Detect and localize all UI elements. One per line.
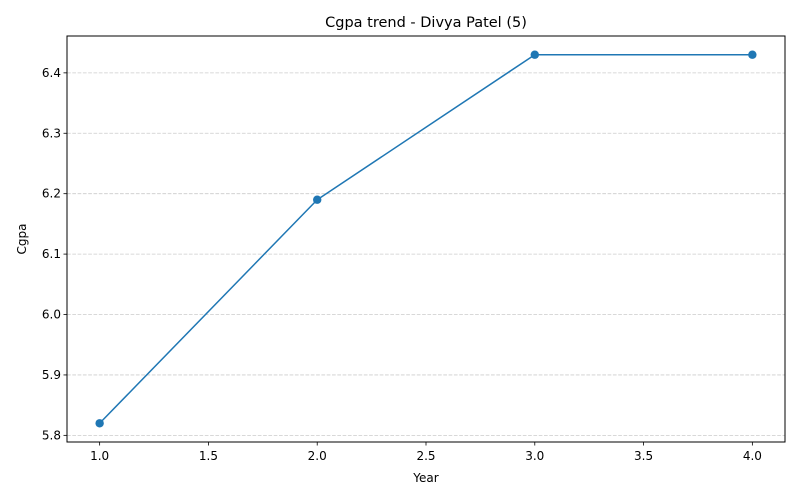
x-axis-title: Year [412, 471, 438, 485]
y-tick-label: 6.1 [42, 247, 61, 261]
chart-title: Cgpa trend - Divya Patel (5) [325, 15, 527, 31]
y-tick-label: 6.3 [42, 126, 61, 140]
y-axis-title: Cgpa [15, 224, 29, 255]
series-line [99, 53, 753, 424]
x-tick-label: 4.0 [743, 449, 762, 463]
data-point [313, 195, 322, 204]
data-point [530, 50, 539, 59]
data-point [748, 50, 757, 59]
x-tick-label: 3.5 [634, 449, 653, 463]
y-tick-label: 6.4 [42, 66, 61, 80]
y-tick-label: 5.9 [42, 368, 61, 382]
y-tick-label: 5.8 [42, 428, 61, 442]
y-tick-label: 6.0 [42, 308, 61, 322]
series-layer [95, 50, 757, 428]
grid-layer [67, 72, 785, 436]
x-tick-label: 2.5 [416, 449, 435, 463]
data-point [95, 419, 104, 428]
ticks-layer: 5.8 5.9 6.0 6.1 6.2 6.3 6.4 1.0 1.5 2.0 2.5 3.0 3.5 4… [42, 66, 762, 463]
x-tick-label: 1.5 [199, 449, 218, 463]
y-tick-label: 6.2 [42, 187, 61, 201]
x-tick-label: 3.0 [525, 449, 544, 463]
x-tick-label: 1.0 [90, 449, 109, 463]
x-tick-label: 2.0 [308, 449, 327, 463]
